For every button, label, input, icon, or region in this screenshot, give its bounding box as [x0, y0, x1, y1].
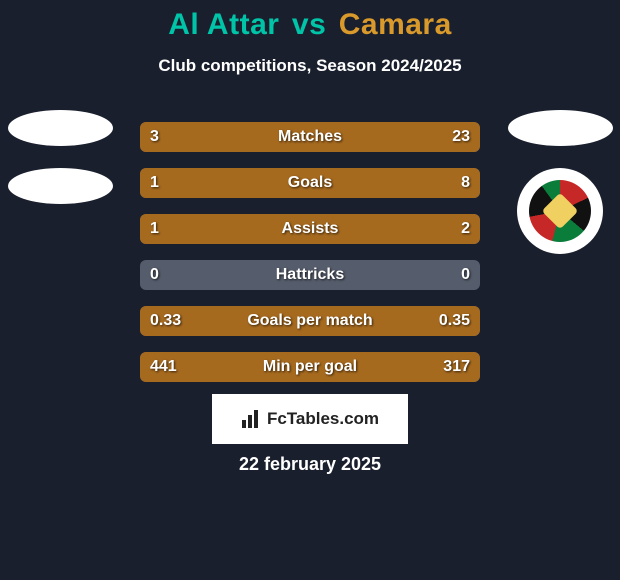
stat-label: Goals per match	[140, 306, 480, 336]
date-text: 22 february 2025	[0, 454, 620, 475]
subtitle: Club competitions, Season 2024/2025	[0, 56, 620, 76]
left-avatars	[0, 110, 120, 204]
player2-club-badge	[517, 168, 603, 254]
club-crest-icon	[529, 180, 591, 242]
stat-label: Hattricks	[140, 260, 480, 290]
stat-label: Goals	[140, 168, 480, 198]
player1-club-placeholder	[8, 168, 113, 204]
stat-bar: 12Assists	[140, 214, 480, 244]
vs-text: vs	[292, 8, 326, 41]
player2-name: Camara	[339, 8, 452, 41]
title: Al Attar vs Camara	[0, 0, 620, 42]
stat-bar: 18Goals	[140, 168, 480, 198]
player2-avatar-placeholder	[508, 110, 613, 146]
stat-bar: 323Matches	[140, 122, 480, 152]
stat-label: Assists	[140, 214, 480, 244]
stat-label: Matches	[140, 122, 480, 152]
brand-box: FcTables.com	[212, 394, 408, 444]
bar-chart-icon	[241, 409, 261, 429]
player1-name: Al Attar	[168, 8, 279, 41]
stat-label: Min per goal	[140, 352, 480, 382]
stat-bar: 441317Min per goal	[140, 352, 480, 382]
stats-bars: 323Matches 18Goals 12Assists 00Hattricks 0.3…	[140, 122, 480, 398]
brand-text: FcTables.com	[267, 409, 379, 429]
player1-avatar-placeholder	[8, 110, 113, 146]
right-avatars	[500, 110, 620, 254]
stat-bar: 0.330.35Goals per match	[140, 306, 480, 336]
stat-bar: 00Hattricks	[140, 260, 480, 290]
